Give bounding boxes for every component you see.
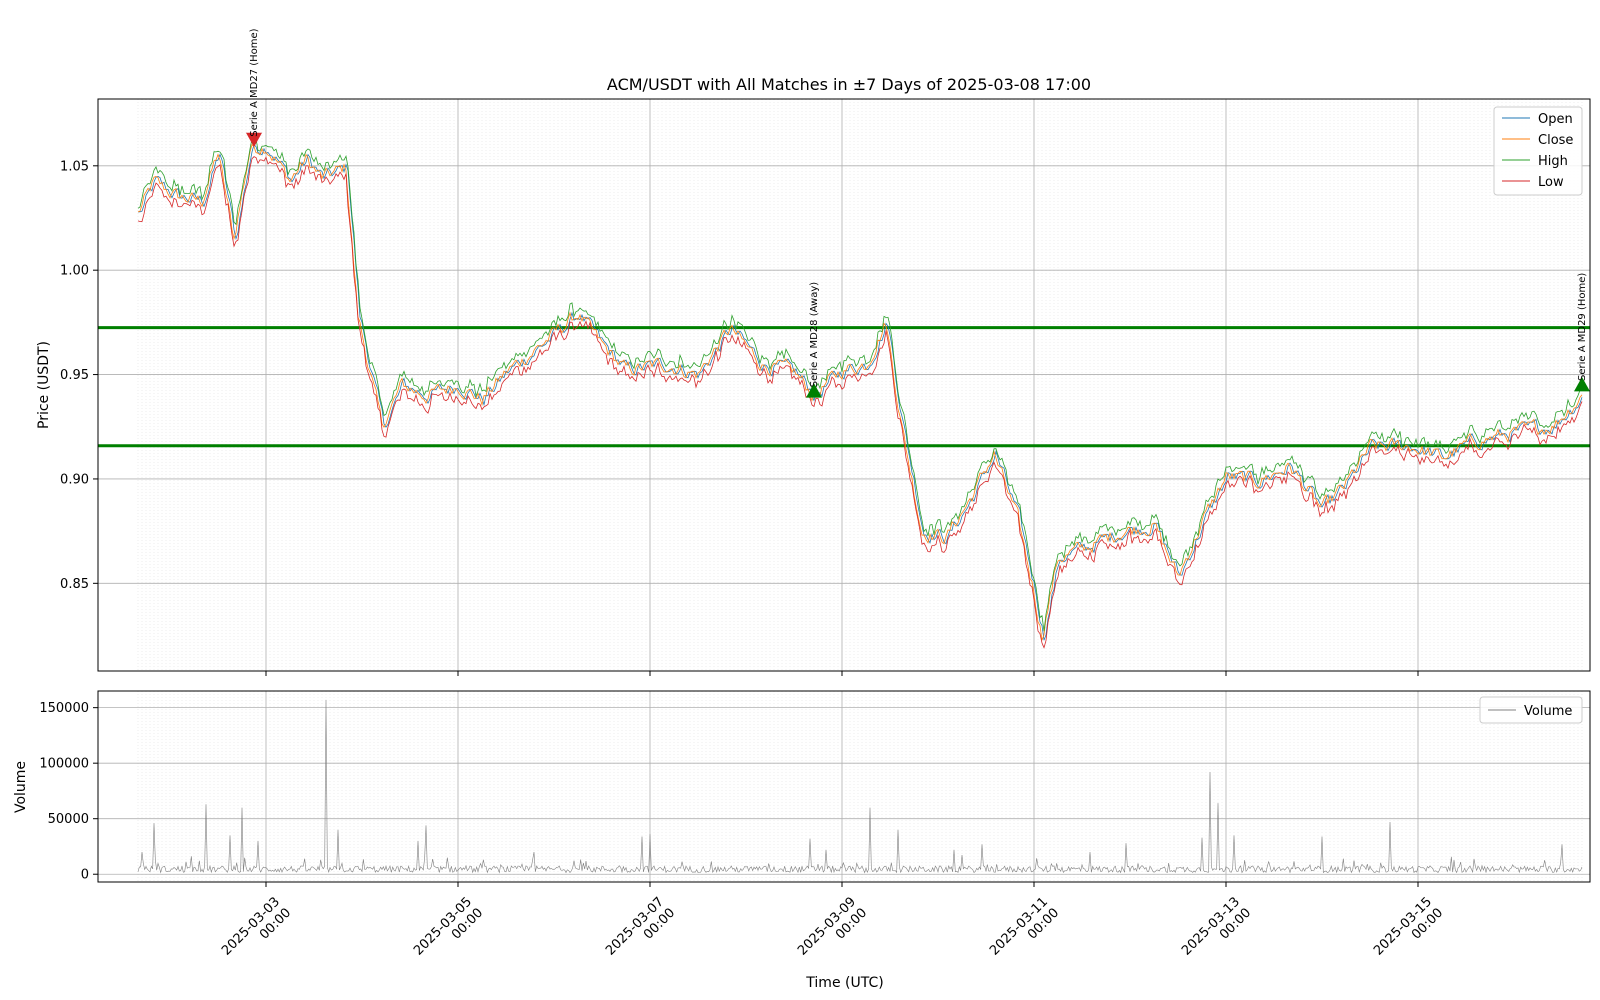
match-annotations: Serie A MD27 (Home) Serie A MD28 (Away) Se… [246,28,1590,398]
price-panel: Serie A MD27 (Home) Serie A MD28 (Away) Se… [36,28,1591,676]
legend-box [1493,106,1583,196]
legend-label: Close [1538,133,1573,148]
series-line-open [138,143,1583,641]
legend-label: High [1538,154,1568,169]
chart-title: ACM/USDT with All Matches in ±7 Days of … [607,75,1091,94]
volume-legend: Volume [1479,696,1583,724]
match-marker [806,383,822,398]
price-series [137,137,1583,649]
series-line-volume [137,699,1583,874]
x-axis-label: Time (UTC) [805,975,883,991]
y-tick-label: 0.90 [60,472,89,487]
price-horizontal-lines [98,326,1590,448]
y-tick-label: 0.85 [60,577,89,592]
match-annotation-label: Serie A MD29 (Home) [1577,273,1588,381]
series-line-low [137,156,1583,649]
y-tick-label: 0.95 [60,368,89,383]
y-tick-label: 1.05 [60,159,89,174]
price-y-label: Price (USDT) [36,341,52,429]
match-annotation-label: Serie A MD27 (Home) [249,28,260,136]
volume-y-label: Volume [13,761,29,813]
match-marker [246,132,262,148]
match-annotation-label: Serie A MD28 (Away) [809,282,820,388]
match-marker [1574,377,1590,392]
price-legend: Open Close High Low [1493,106,1583,196]
price-axes-frame [97,98,1591,672]
price-x-ticks [265,671,1419,676]
y-tick-label: 150000 [39,701,89,716]
series-line-close [137,143,1583,641]
legend-label: Open [1538,112,1573,127]
y-tick-label: 50000 [48,812,89,827]
legend-label: Volume [1524,704,1572,719]
y-tick-label: 1.00 [60,264,89,279]
legend-box [1479,696,1583,724]
volume-grid [98,707,1590,875]
volume-series [137,699,1583,874]
price-y-ticks: 0.85 0.90 0.95 1.00 1.05 [60,159,98,592]
y-tick-label: 100000 [39,757,89,772]
volume-axes-frame [97,690,1591,883]
series-line-high [137,137,1583,632]
price-minor-grid [137,99,1583,671]
y-tick-label: 0 [81,868,89,883]
volume-y-ticks: 0 50000 100000 150000 [39,701,98,883]
legend-label: Low [1538,175,1564,190]
